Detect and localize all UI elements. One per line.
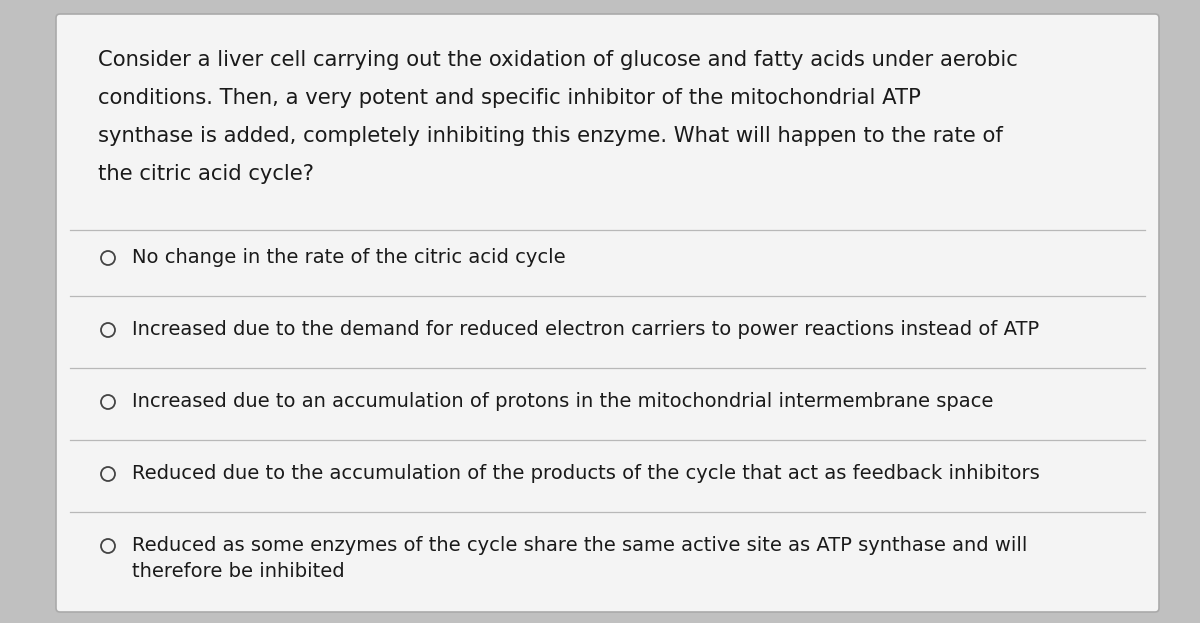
Text: Reduced as some enzymes of the cycle share the same active site as ATP synthase : Reduced as some enzymes of the cycle sha… [132,536,1027,555]
Text: Consider a liver cell carrying out the oxidation of glucose and fatty acids unde: Consider a liver cell carrying out the o… [98,50,1018,70]
Text: synthase is added, completely inhibiting this enzyme. What will happen to the ra: synthase is added, completely inhibiting… [98,126,1003,146]
FancyBboxPatch shape [56,14,1159,612]
Text: Increased due to an accumulation of protons in the mitochondrial intermembrane s: Increased due to an accumulation of prot… [132,392,994,411]
Text: the citric acid cycle?: the citric acid cycle? [98,164,314,184]
Text: therefore be inhibited: therefore be inhibited [132,562,344,581]
Text: conditions. Then, a very potent and specific inhibitor of the mitochondrial ATP: conditions. Then, a very potent and spec… [98,88,920,108]
Text: Reduced due to the accumulation of the products of the cycle that act as feedbac: Reduced due to the accumulation of the p… [132,464,1039,483]
Text: Increased due to the demand for reduced electron carriers to power reactions ins: Increased due to the demand for reduced … [132,320,1039,339]
Text: No change in the rate of the citric acid cycle: No change in the rate of the citric acid… [132,248,565,267]
